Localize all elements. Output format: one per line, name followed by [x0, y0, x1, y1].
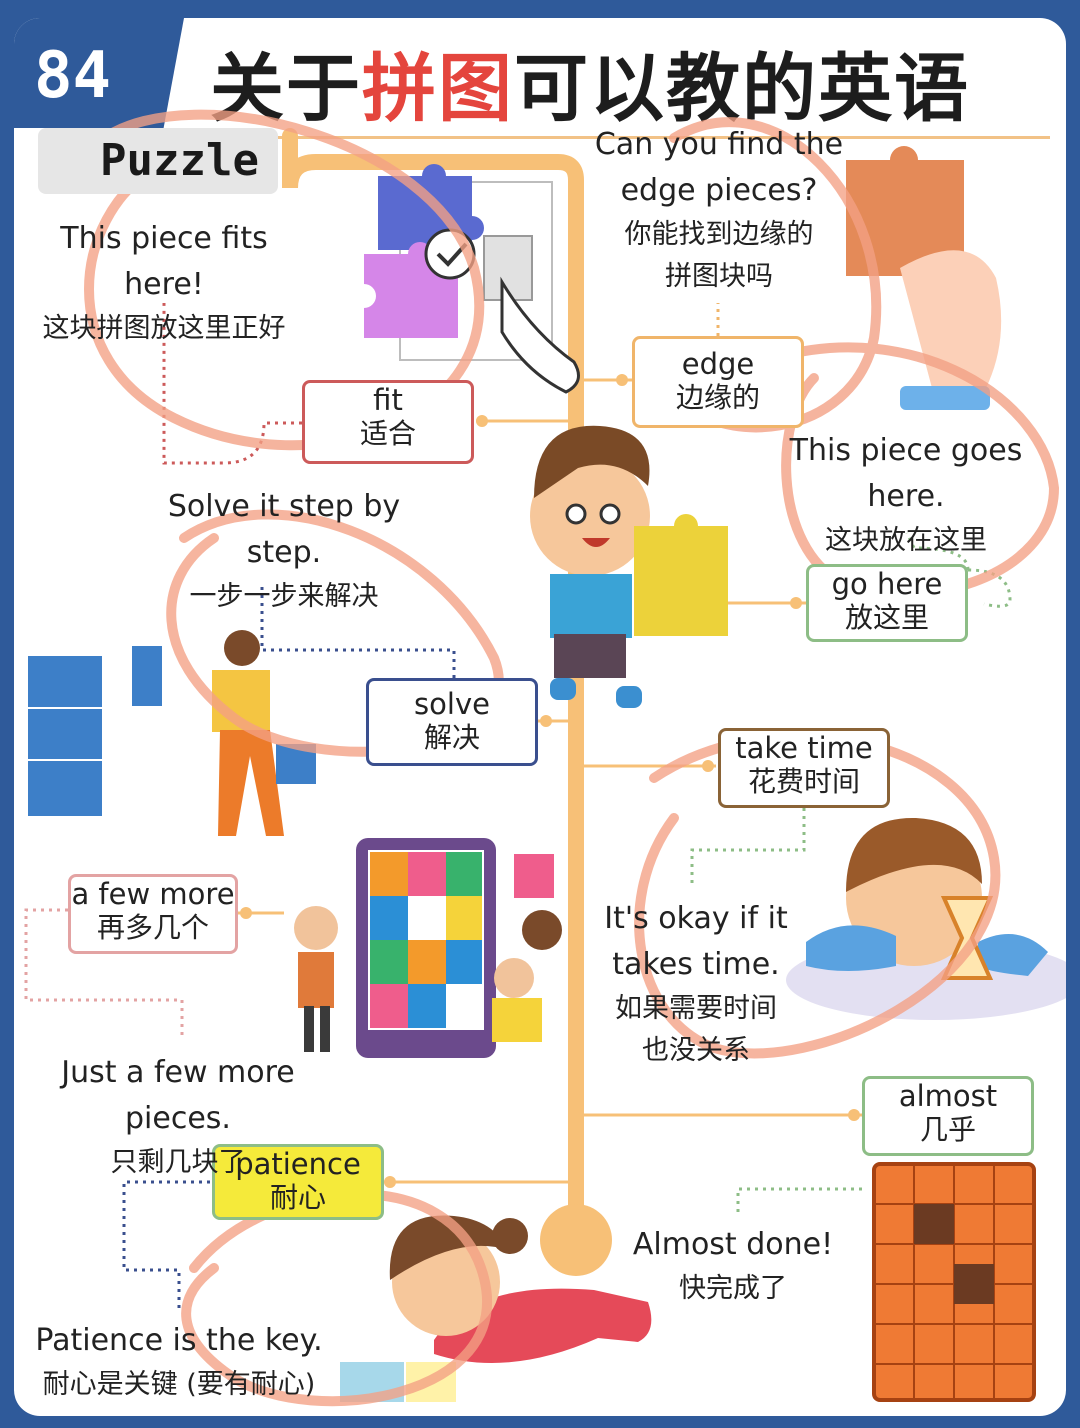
example-almost: Almost done! 快完成了: [626, 1222, 840, 1310]
example-en: Solve it step by step.: [167, 489, 401, 570]
example-zh: 一步一步来解决: [189, 581, 379, 612]
pointer-take-time: [690, 808, 806, 884]
example-en: Can you find the: [594, 127, 844, 162]
example-zh: 如果需要时间: [615, 993, 777, 1024]
example-take-time: It's okay if it takes time. 如果需要时间 也没关系: [586, 896, 806, 1072]
example-zh: 这块拼图放这里正好: [42, 313, 286, 344]
vocab-en: a few more: [71, 877, 235, 911]
example-zh: 耐心是关键 (要有耐心): [42, 1369, 316, 1400]
title-highlight: 拼图: [362, 46, 514, 132]
vocab-box-edge[interactable]: edge 边缘的: [632, 336, 804, 428]
example-go-here: This piece goes here. 这块放在这里: [766, 428, 1046, 562]
example-fit: This piece fits here! 这块拼图放这里正好: [18, 216, 310, 350]
boy-illustration: [530, 425, 728, 708]
example-zh: 只剩几块了: [110, 1147, 246, 1178]
trunk-end-circle: [540, 1204, 612, 1276]
vocab-en: edge: [681, 347, 755, 381]
page-title: 关于拼图可以教的英语: [210, 44, 970, 134]
content-card: 84 关于拼图可以教的英语: [14, 18, 1066, 1416]
example-en: Almost done!: [632, 1227, 834, 1262]
example-zh: 你能找到边缘的: [624, 219, 814, 250]
example-en: Patience is the key.: [35, 1323, 323, 1358]
number-tab: 84: [14, 18, 184, 128]
vocab-box-almost[interactable]: almost 几乎: [862, 1076, 1034, 1156]
vocab-zh: 耐心: [269, 1181, 326, 1214]
hourglass-boy-illustration: [786, 817, 1066, 1020]
vocab-en: fit: [373, 383, 403, 417]
vocab-box-take-time[interactable]: take time 花费时间: [718, 728, 890, 808]
puzzle-person-illustration: [28, 630, 316, 836]
trunk-line: [282, 128, 584, 1236]
vocab-en: solve: [414, 687, 490, 721]
dot-fit: [476, 415, 488, 427]
title-underline: [210, 136, 1050, 139]
vocab-en: take time: [735, 731, 873, 765]
example-en-line2: takes time.: [612, 947, 780, 982]
topic-text: Puzzle: [100, 135, 259, 186]
dot-edge: [616, 374, 628, 386]
vocab-zh: 适合: [359, 417, 416, 450]
pointer-patience: [122, 1180, 210, 1308]
pointer-almost: [736, 1187, 862, 1214]
hand-puzzle-illustration: [846, 146, 1002, 410]
almost-done-puzzle-illustration: [872, 1162, 1036, 1402]
diagram-lines: [24, 109, 1066, 1407]
vocab-en: patience: [235, 1147, 361, 1181]
vocab-box-a-few-more[interactable]: a few more 再多几个: [68, 874, 238, 954]
example-zh: 这块放在这里: [825, 525, 987, 556]
vocab-zh: 花费时间: [747, 765, 860, 798]
example-zh-line2: 拼图块吗: [665, 261, 773, 292]
tablet-kids-illustration: [294, 838, 562, 1058]
example-a-few-more: Just a few more pieces. 只剩几块了: [20, 1050, 336, 1184]
pointer-go-here: [905, 532, 1012, 608]
example-zh-line2: 也没关系: [642, 1035, 750, 1066]
dot-patience: [384, 1176, 396, 1188]
example-en: It's okay if it: [604, 901, 788, 936]
dot-solve: [540, 715, 552, 727]
vocab-box-fit[interactable]: fit 适合: [302, 380, 474, 464]
dot-almost: [848, 1109, 860, 1121]
example-en: Just a few more pieces.: [61, 1055, 295, 1136]
vocab-en: almost: [898, 1079, 998, 1113]
vocab-zh: 放这里: [844, 601, 929, 634]
vocab-zh: 解决: [423, 721, 480, 754]
example-en: This piece goes here.: [789, 433, 1023, 514]
topic-label: Puzzle: [38, 128, 278, 194]
title-suffix: 可以教的英语: [514, 46, 970, 132]
example-patience: Patience is the key. 耐心是关键 (要有耐心): [24, 1318, 334, 1406]
example-en: This piece fits here!: [60, 221, 268, 302]
page-number: 84: [34, 39, 112, 113]
vocab-en: go here: [831, 567, 943, 601]
vocab-box-solve[interactable]: solve 解决: [366, 678, 538, 766]
vocab-box-go-here[interactable]: go here 放这里: [806, 564, 968, 642]
example-edge: Can you find the edge pieces? 你能找到边缘的 拼图…: [594, 122, 844, 298]
vocab-zh: 再多几个: [96, 911, 209, 944]
dot-go-here: [790, 597, 802, 609]
dot-a-few-more: [240, 907, 252, 919]
example-en-line2: edge pieces?: [620, 173, 818, 208]
vocab-box-patience[interactable]: patience 耐心: [212, 1144, 384, 1220]
dot-take-time: [702, 760, 714, 772]
vocab-zh: 几乎: [919, 1113, 976, 1146]
example-zh: 快完成了: [679, 1273, 787, 1304]
pointer-fit: [162, 303, 302, 465]
example-solve: Solve it step by step. 一步一步来解决: [138, 484, 430, 618]
vocab-zh: 边缘的: [675, 381, 760, 414]
